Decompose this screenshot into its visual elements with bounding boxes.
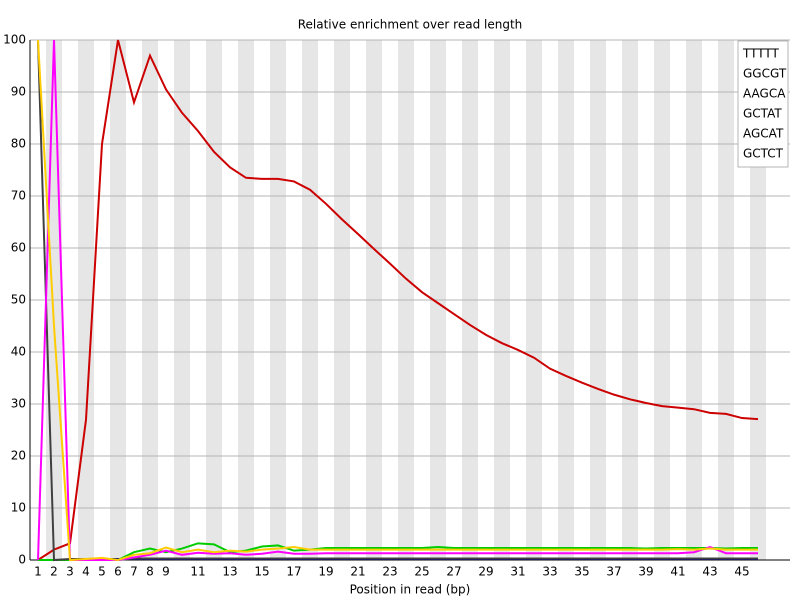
y-tick-label: 30 (11, 397, 26, 411)
x-tick-label: 3 (66, 565, 74, 579)
x-axis-title: Position in read (bp) (350, 583, 471, 597)
x-tick-label: 17 (286, 565, 301, 579)
series-line (37, 39, 758, 562)
y-tick-label: 90 (11, 85, 26, 99)
y-tick-label: 60 (11, 241, 26, 255)
x-tick-label: 8 (146, 565, 154, 579)
legend-box (737, 40, 789, 168)
legend-entry: GGCGT (743, 67, 787, 81)
legend-entry: GCTAT (743, 107, 782, 121)
y-tick-label: 100 (3, 33, 26, 47)
x-tick-label: 19 (318, 565, 333, 579)
x-tick-label: 25 (414, 565, 429, 579)
y-tick-label: 70 (11, 189, 26, 203)
x-tick-label: 33 (542, 565, 557, 579)
x-tick-label: 11 (190, 565, 205, 579)
y-tick-label: 0 (18, 553, 26, 567)
legend-entry: AGCAT (743, 127, 784, 141)
x-tick-label: 45 (734, 565, 749, 579)
x-tick-label: 1 (34, 565, 42, 579)
x-tick-label: 2 (50, 565, 58, 579)
x-tick-label: 31 (510, 565, 525, 579)
x-tick-label: 43 (702, 565, 717, 579)
series-line (37, 39, 758, 562)
x-tick-label: 9 (162, 565, 170, 579)
y-tick-label: 50 (11, 293, 26, 307)
legend-entry: AAGCA (743, 87, 786, 101)
x-tick-label: 41 (670, 565, 685, 579)
x-tick-label: 13 (222, 565, 237, 579)
x-tick-label: 35 (574, 565, 589, 579)
x-tick-label: 29 (478, 565, 493, 579)
x-tick-label: 37 (606, 565, 621, 579)
y-tick-label: 10 (11, 501, 26, 515)
x-tick-label: 39 (638, 565, 653, 579)
x-tick-label: 4 (82, 565, 90, 579)
x-tick-label: 6 (114, 565, 122, 579)
x-tick-label: 27 (446, 565, 461, 579)
legend-entry: GCTCT (743, 147, 784, 161)
x-tick-label: 15 (254, 565, 269, 579)
chart-title: Relative enrichment over read length (298, 18, 523, 32)
x-tick-label: 7 (130, 565, 138, 579)
x-tick-label: 23 (382, 565, 397, 579)
series-line (37, 39, 758, 561)
legend-entry: TTTTT (742, 47, 779, 61)
y-tick-label: 80 (11, 137, 26, 151)
x-tick-label: 21 (350, 565, 365, 579)
series-line (37, 39, 759, 561)
x-tick-label: 5 (98, 565, 106, 579)
y-tick-label: 20 (11, 449, 26, 463)
y-tick-label: 40 (11, 345, 26, 359)
